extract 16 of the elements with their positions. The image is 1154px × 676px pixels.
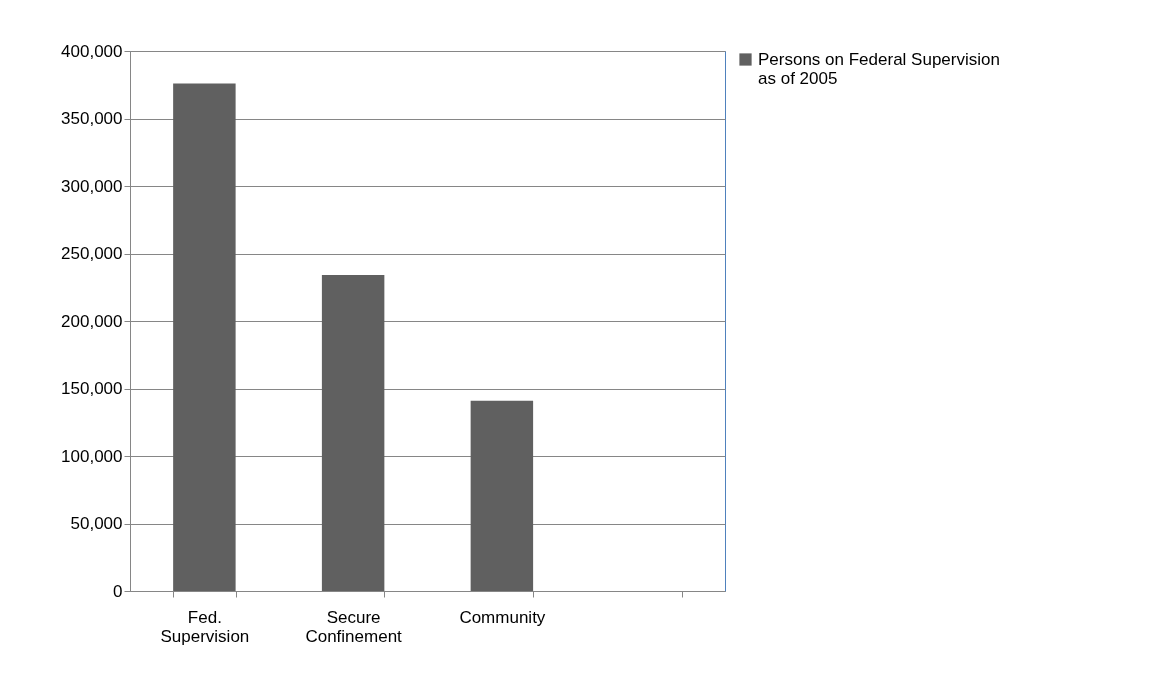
- y-tick-label: 100,000: [61, 446, 123, 466]
- y-tick-label: 0: [113, 581, 123, 601]
- y-tick-label: 350,000: [61, 109, 123, 128]
- bar: [470, 400, 534, 591]
- y-tick-label: 300,000: [61, 176, 123, 196]
- bar: [321, 275, 385, 591]
- x-tick-label: Secure Confinement: [305, 607, 403, 646]
- y-tick-label: 150,000: [61, 379, 123, 398]
- y-tick-label: 200,000: [61, 311, 123, 331]
- y-tick-label: 50,000: [70, 514, 123, 533]
- x-tick-label: Community: [459, 607, 546, 627]
- legend-label: Persons on Federal Supervision as of 2005: [758, 49, 1000, 88]
- bar: [173, 83, 236, 591]
- x-tick-label: Fed. Supervision: [160, 607, 250, 646]
- y-tick-label: 400,000: [61, 41, 123, 61]
- y-tick-label: 250,000: [61, 244, 123, 263]
